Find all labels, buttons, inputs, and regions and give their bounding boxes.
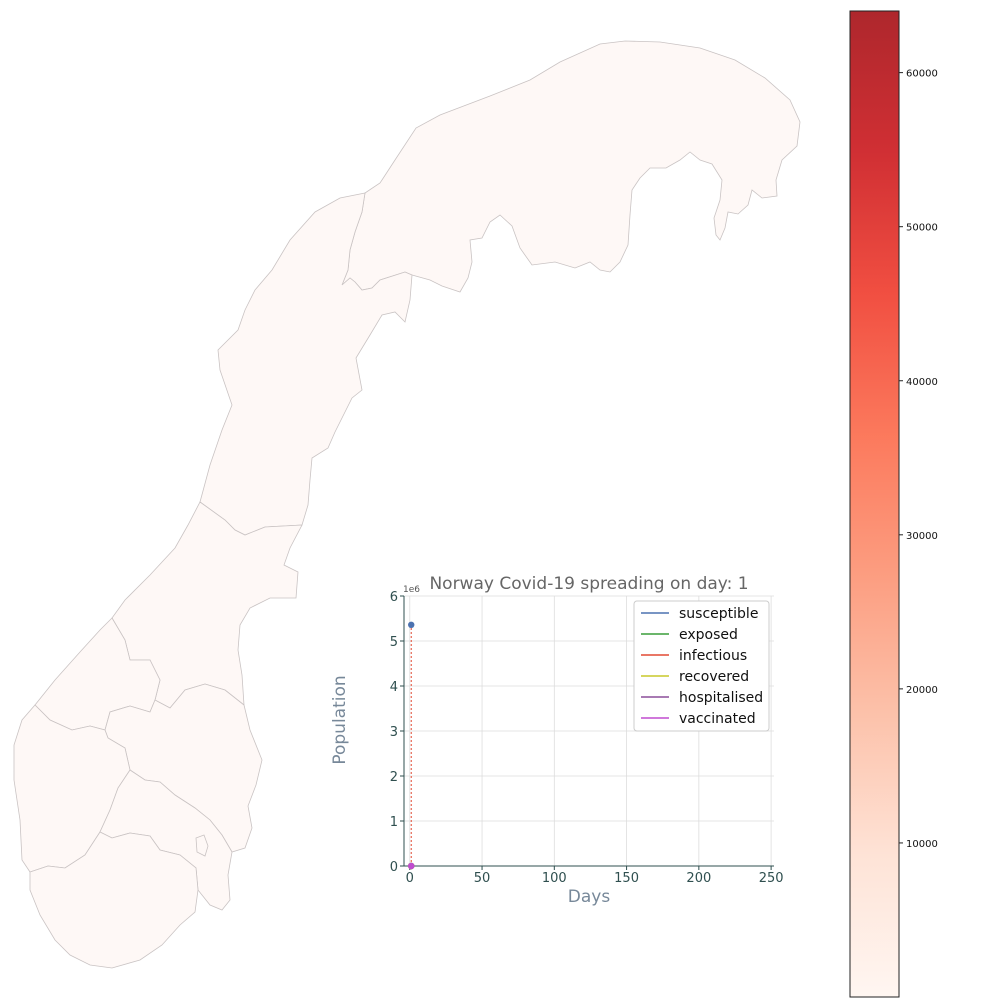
colorbar-tick-label: 20000 — [906, 685, 938, 696]
x-tick-label: 200 — [686, 871, 711, 886]
y-tick-label: 3 — [390, 725, 398, 740]
y-tick-label: 5 — [390, 635, 398, 650]
x-axis-label: Days — [568, 887, 611, 907]
x-tick-label: 150 — [614, 871, 639, 886]
y-tick-label: 2 — [390, 770, 398, 785]
colorbar-tick-label: 30000 — [906, 531, 938, 542]
x-tick-label: 250 — [759, 871, 784, 886]
chart-area: 0 50 100 150 200 250 0 1 2 3 4 5 6 Norway Covid-19 … — [330, 574, 784, 907]
region-agder — [29, 831, 199, 969]
series-point-susceptible — [408, 621, 415, 628]
x-tick-label: 50 — [474, 871, 491, 886]
region-troendelag — [199, 192, 413, 536]
legend-label-vaccinated: vaccinated — [679, 711, 756, 727]
colorbar: 10000 20000 30000 40000 50000 60000 — [849, 10, 938, 998]
chart-title: Norway Covid-19 spreading on day: 1 — [429, 574, 748, 594]
region-oslo — [195, 834, 209, 857]
y-offset-label: 1e6 — [403, 585, 420, 595]
y-tick-label: 0 — [390, 860, 398, 875]
y-tick-label: 1 — [390, 815, 398, 830]
colorbar-tick-label: 60000 — [906, 69, 938, 80]
legend-label-infectious: infectious — [679, 648, 747, 664]
colorbar-tick-label: 10000 — [906, 839, 938, 850]
x-ticks: 0 50 100 150 200 250 — [406, 866, 784, 886]
y-tick-label: 4 — [390, 680, 398, 695]
legend-label-recovered: recovered — [679, 669, 749, 685]
region-north — [341, 40, 801, 293]
x-tick-label: 0 — [406, 871, 414, 886]
y-ticks: 0 1 2 3 4 5 6 — [390, 590, 404, 875]
series — [408, 621, 415, 870]
legend: susceptible exposed infectious recovered hos… — [633, 600, 770, 732]
colorbar-frame — [849, 10, 900, 998]
x-tick-label: 100 — [542, 871, 567, 886]
legend-label-exposed: exposed — [679, 627, 738, 643]
colorbar-tick-label: 50000 — [906, 223, 938, 234]
norway-map — [13, 40, 801, 969]
y-tick-label: 6 — [390, 590, 398, 605]
y-axis-label: Population — [330, 675, 350, 764]
colorbar-ticks: 10000 20000 30000 40000 50000 60000 — [899, 69, 938, 850]
legend-items: susceptible exposed infectious recovered hos… — [641, 606, 763, 727]
series-point-vaccinated — [408, 862, 415, 870]
colorbar-gradient — [850, 11, 899, 997]
legend-label-hospitalised: hospitalised — [679, 690, 763, 706]
legend-label-susceptible: susceptible — [679, 606, 758, 622]
colorbar-tick-label: 40000 — [906, 377, 938, 388]
